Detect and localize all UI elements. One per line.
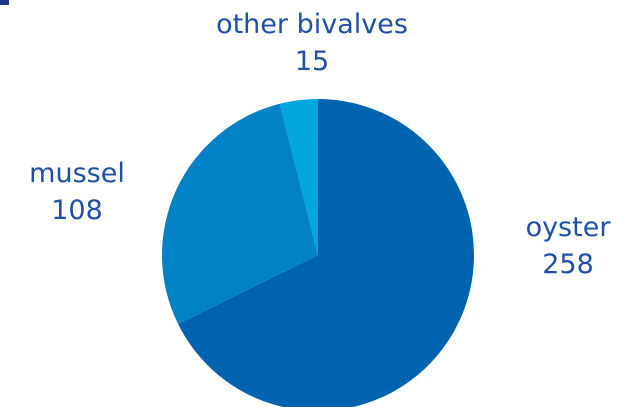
slice-value-oyster: 258: [542, 249, 594, 280]
slice-name-mussel: mussel: [29, 158, 125, 189]
slice-value-other-bivalves: 15: [294, 46, 330, 77]
pie-slice-oyster: [178, 99, 474, 407]
pie-slice-mussel: [162, 103, 318, 324]
corner-mark: [0, 0, 9, 5]
slice-label-mussel: mussel 108: [29, 158, 125, 227]
slice-label-oyster: oyster 258: [526, 212, 611, 281]
slice-label-other-bivalves: other bivalves 15: [216, 9, 408, 78]
slice-value-mussel: 108: [51, 195, 103, 226]
slice-name-oyster: oyster: [525, 212, 611, 243]
slice-name-other-bivalves: other bivalves: [216, 9, 408, 40]
pie-slice-other-bivalves: [279, 99, 318, 255]
